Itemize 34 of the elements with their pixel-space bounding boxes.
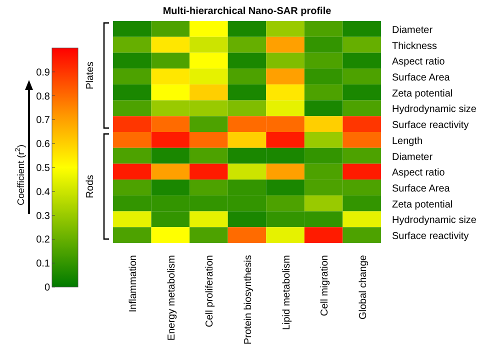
text: Plates <box>85 62 96 90</box>
color-bar-label: 0.1 <box>36 258 50 270</box>
y-tick-label: Hydrodynamic size <box>392 215 477 226</box>
color-bar-label: 0.5 <box>36 163 50 174</box>
y-tick-label: Surface reactivity <box>392 231 469 242</box>
x-tick-label: Cell migration <box>320 255 331 316</box>
y-tick-label: Zeta potential <box>392 199 453 210</box>
x-tick-label: Lipid metabolism <box>281 255 292 330</box>
y-tick-label: Surface Area <box>392 184 450 194</box>
y-tick-label: Aspect ratio <box>392 168 446 179</box>
y-tick-label: Length <box>392 136 423 147</box>
y-tick-label: Hydrodynamic size <box>392 104 477 116</box>
x-tick-label: Inflammation <box>128 255 140 312</box>
y-tick-label: Surface reactivity <box>392 120 469 132</box>
x-tick-label: Protein biosynthesis <box>243 255 254 344</box>
color-bar-label: 0.3 <box>36 210 50 222</box>
y-tick-label: Diameter <box>392 152 434 163</box>
x-tick-label: Energy metabolism <box>166 255 178 341</box>
x-tick-label: Global change <box>358 254 369 320</box>
y-tick-label: Diameter <box>392 24 434 36</box>
color-bar-label: 0.2 <box>36 234 50 246</box>
color-bar-label: 0.8 <box>36 91 50 102</box>
chart-title: Multi-hierarchical Nano-SAR profile <box>162 6 332 17</box>
y-tick-label: Aspect ratio <box>392 56 446 68</box>
x-tick-label: Cell proliferation <box>204 255 216 328</box>
y-tick-label: Zeta potential <box>392 88 453 100</box>
color-bar-label: 0.7 <box>36 115 50 126</box>
color-bar-label: 0.6 <box>36 139 50 150</box>
text: Rods <box>85 174 96 198</box>
color-bar-label: 0.9 <box>36 67 50 78</box>
y-tick-label: Surface Area <box>392 72 450 84</box>
color-bar-label: 0.4 <box>36 186 50 198</box>
y-tick-label: Thickness <box>392 40 438 52</box>
color-bar-label: 0 <box>44 282 50 294</box>
